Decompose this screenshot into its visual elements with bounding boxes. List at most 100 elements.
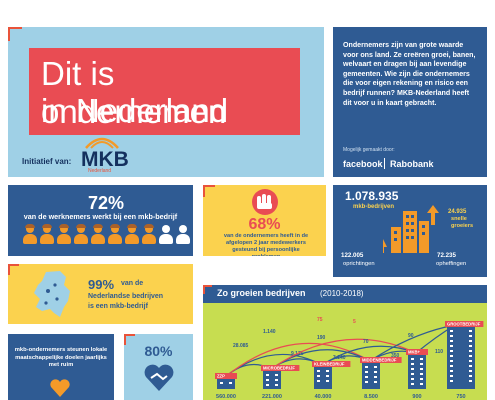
- stage-count: 900: [412, 394, 421, 400]
- mkb-logo-wing-icon: [85, 137, 119, 149]
- window: [450, 375, 453, 377]
- helping-hand-icon: [252, 189, 278, 215]
- stage-label: MKB+: [408, 350, 421, 355]
- header-panel: Dit is ondernemen in Nederland Initiatie…: [8, 27, 324, 177]
- support-stat-value: 68%: [248, 216, 281, 233]
- window: [365, 371, 368, 373]
- window: [450, 345, 453, 347]
- person-icon: [57, 224, 71, 245]
- flow-value: 3.140: [333, 355, 346, 361]
- stage-count: 40.000: [315, 394, 332, 400]
- window: [411, 358, 414, 360]
- window: [365, 381, 368, 383]
- closed-label: opheffingen: [436, 261, 467, 267]
- window: [469, 370, 472, 372]
- building-icon: [408, 355, 426, 389]
- window: [411, 363, 414, 365]
- person-icon: [142, 224, 156, 245]
- window: [420, 363, 423, 365]
- window: [420, 358, 423, 360]
- window: [469, 365, 472, 367]
- person-icon: [176, 225, 190, 245]
- window: [365, 376, 368, 378]
- stage-label-bg: [312, 361, 351, 367]
- window: [420, 383, 423, 385]
- support-stat-text: van de ondernemers heeft in de afgelopen…: [223, 233, 309, 256]
- netherlands-map-icon: [34, 271, 70, 317]
- flow-value: 190: [317, 335, 326, 341]
- window: [469, 345, 472, 347]
- people-pictogram: [23, 224, 190, 245]
- window: [411, 368, 414, 370]
- window: [469, 340, 472, 342]
- support-stat-panel: 68% van de ondernemers heeft in de afgel…: [203, 185, 326, 256]
- window: [374, 371, 377, 373]
- window: [374, 376, 377, 378]
- share-stat-line1: van de: [121, 280, 144, 287]
- stage-label: MIDDENBEDRIJF: [362, 358, 397, 363]
- window: [450, 330, 453, 332]
- window: [317, 375, 320, 377]
- initiative-label: Initiatief van:: [22, 157, 72, 166]
- window: [317, 380, 320, 382]
- companies-total: 1.078.935: [345, 189, 399, 203]
- window: [266, 374, 269, 376]
- growth-title: Zo groeien bedrijven: [217, 288, 306, 298]
- window: [229, 382, 232, 384]
- person-icon: [159, 225, 173, 245]
- window: [469, 360, 472, 362]
- window: [411, 378, 414, 380]
- growth-panel: Zo groeien bedrijven (2010-2018) 28.085 1…: [203, 285, 487, 400]
- mkb-logo-subtext: Nederland: [88, 168, 112, 174]
- flow-value: 75: [317, 317, 323, 323]
- window: [275, 374, 278, 376]
- window: [326, 370, 329, 372]
- mkb-logo: MKB: [81, 148, 129, 171]
- city-buildings-icon: [383, 205, 439, 253]
- flow-value: 1.140: [263, 329, 276, 335]
- window: [420, 368, 423, 370]
- intro-panel: Ondernemers zijn van grote waarde voor o…: [333, 27, 487, 177]
- building-icon: [314, 367, 332, 389]
- growth-value: 24.935: [448, 209, 467, 215]
- window: [469, 355, 472, 357]
- stage-label: MICROBEDRIJF: [263, 366, 295, 371]
- title-line-2: in Nederland: [41, 92, 229, 129]
- rabobank-logo: Rabobank: [390, 159, 434, 169]
- building-icon: [362, 363, 380, 389]
- window: [469, 330, 472, 332]
- share-stat-panel: 99% van de Nederlandse bedrijven is een …: [8, 264, 193, 324]
- window: [365, 366, 368, 368]
- local-support-text: mkb-ondernemers steunen lokale maatschap…: [14, 347, 108, 369]
- flow-value: 28.085: [233, 343, 249, 349]
- window: [266, 384, 269, 386]
- window: [450, 335, 453, 337]
- facebook-logo: facebook: [343, 159, 383, 169]
- stage-label-bg: [445, 321, 484, 327]
- flow-value: 70: [363, 339, 369, 345]
- corner-accent: [203, 285, 212, 294]
- flow-value: 90: [408, 333, 414, 339]
- window: [275, 379, 278, 381]
- window: [317, 370, 320, 372]
- window: [420, 373, 423, 375]
- flow-value: 5: [353, 319, 356, 325]
- cooperation-stat-panel: 80%: [124, 334, 193, 400]
- window: [450, 380, 453, 382]
- building-icon: [263, 371, 281, 389]
- stage-label-bg: [406, 349, 428, 355]
- growth-years: (2010-2018): [320, 289, 364, 298]
- corner-accent: [124, 334, 135, 345]
- employees-stat-panel: 72% van de werknemers werkt bij een mkb-…: [8, 185, 193, 256]
- flow-value: 350: [391, 353, 400, 359]
- started-value: 122.005: [341, 252, 364, 259]
- window: [326, 375, 329, 377]
- window: [450, 360, 453, 362]
- share-stat-value: 99%: [88, 277, 115, 292]
- window: [374, 381, 377, 383]
- window: [411, 383, 414, 385]
- window: [469, 350, 472, 352]
- growth-label: snelle groeiers: [451, 216, 474, 229]
- stage-label: GROOTBEDRIJF: [447, 322, 481, 327]
- window: [420, 378, 423, 380]
